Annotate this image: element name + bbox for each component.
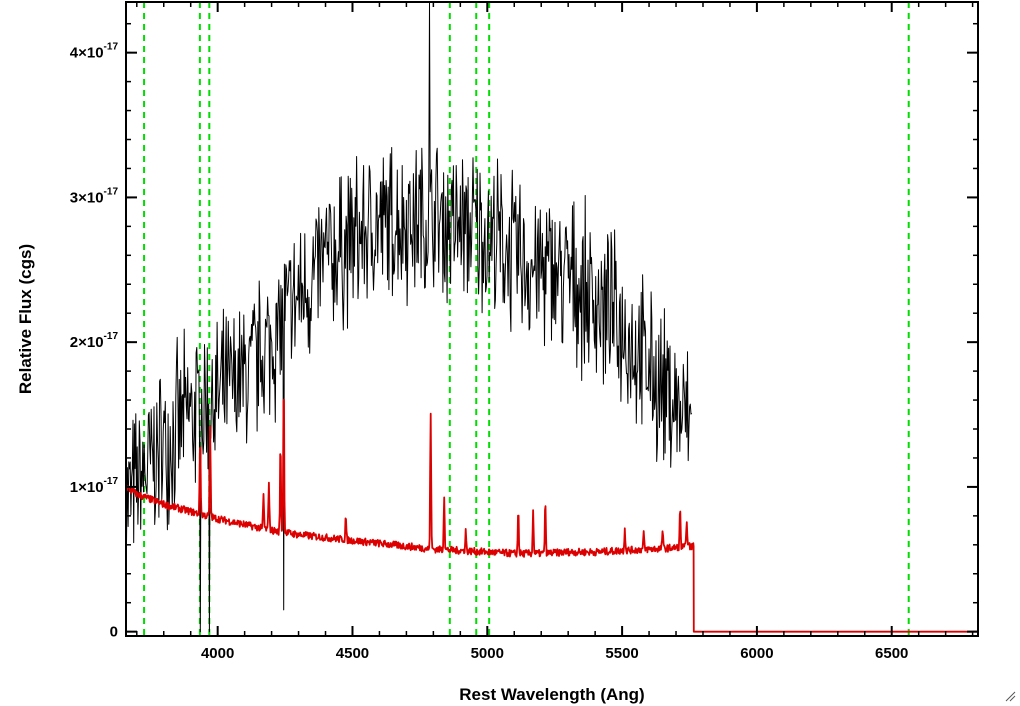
y-tick-label: 1×10-17: [70, 476, 119, 496]
resize-grip[interactable]: [1004, 690, 1016, 702]
x-axis-label: Rest Wavelength (Ang): [459, 685, 644, 704]
spectrum-series: [125, 1, 978, 633]
x-tick-label: 5000: [471, 645, 504, 662]
series-line: [125, 1, 693, 633]
y-axis-label: Relative Flux (cgs): [16, 244, 35, 394]
series-line: [125, 398, 978, 633]
y-tick-label: 4×10-17: [70, 42, 119, 62]
x-tick-label: 4000: [201, 645, 234, 662]
x-tick-label: 6000: [740, 645, 773, 662]
axis-ticks: 4000 4500 5000 5500 6000 6500 0 1×10-17 2×10-17 3…: [70, 2, 978, 662]
x-tick-label: 4500: [336, 645, 369, 662]
plot-frame: [125, 1, 979, 637]
y-tick-label: 0: [110, 624, 118, 641]
x-tick-label: 6500: [875, 645, 908, 662]
y-tick-label: 2×10-17: [70, 331, 119, 351]
x-tick-label: 5500: [605, 645, 638, 662]
y-tick-label: 3×10-17: [70, 186, 119, 206]
